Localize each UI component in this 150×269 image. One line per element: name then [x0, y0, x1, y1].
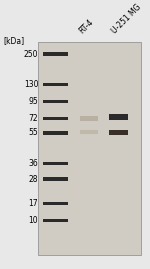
Text: 36: 36: [28, 159, 38, 168]
Text: 72: 72: [29, 114, 38, 123]
Text: 28: 28: [29, 175, 38, 183]
Bar: [109, 114, 128, 120]
Bar: [43, 117, 68, 120]
Text: 95: 95: [28, 97, 38, 106]
Bar: [43, 100, 68, 103]
Bar: [80, 130, 98, 134]
Bar: [80, 116, 98, 121]
Text: [kDa]: [kDa]: [3, 36, 25, 45]
Bar: [43, 83, 68, 86]
Text: 17: 17: [29, 199, 38, 208]
Bar: [43, 219, 68, 222]
Bar: [43, 131, 68, 134]
Bar: [43, 178, 68, 180]
Text: 55: 55: [28, 128, 38, 137]
Text: 250: 250: [24, 49, 38, 59]
Bar: [43, 202, 68, 205]
Bar: [43, 52, 68, 56]
Text: RT-4: RT-4: [78, 18, 96, 36]
Text: 130: 130: [24, 80, 38, 89]
Bar: [38, 42, 141, 256]
Text: 10: 10: [29, 216, 38, 225]
Bar: [43, 162, 68, 165]
Text: U-251 MG: U-251 MG: [110, 3, 143, 36]
Bar: [109, 130, 128, 135]
